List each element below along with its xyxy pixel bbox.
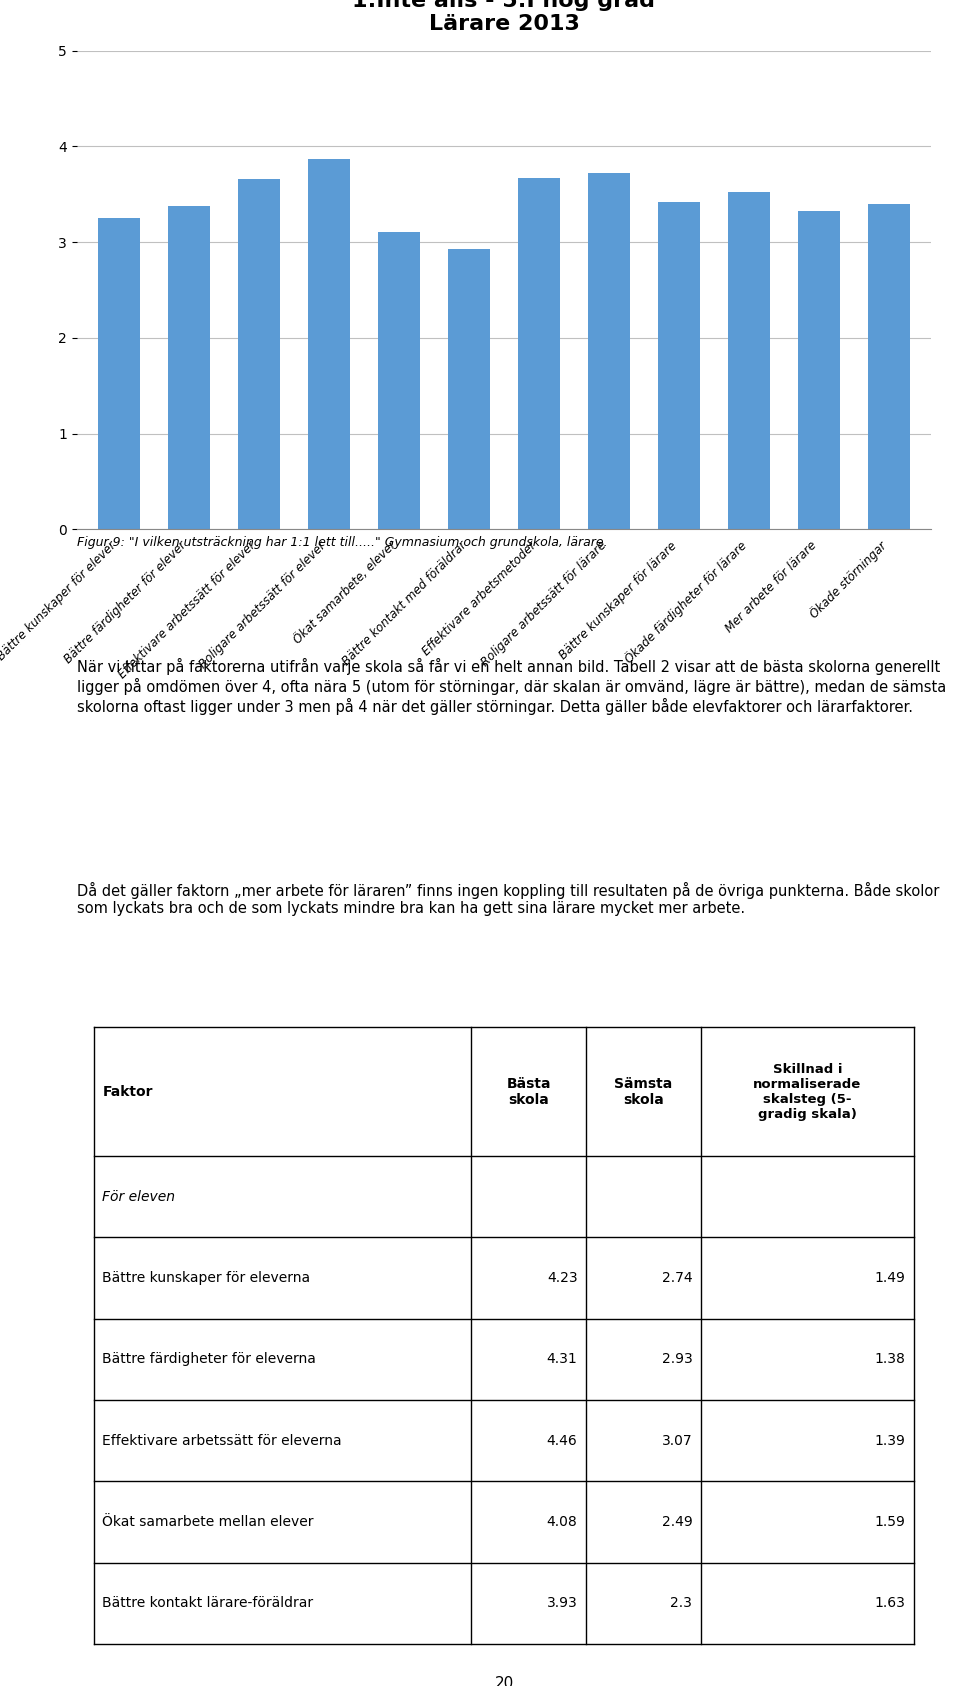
Text: Effektivare arbetssätt för eleverna: Effektivare arbetssätt för eleverna bbox=[103, 1433, 342, 1448]
Text: När vi tittar på faktorerna utifrån varje skola så får vi en helt annan bild. Ta: När vi tittar på faktorerna utifrån varj… bbox=[77, 658, 946, 715]
Text: 2.3: 2.3 bbox=[670, 1597, 692, 1610]
Bar bbox=[868, 204, 910, 529]
Text: 20: 20 bbox=[494, 1676, 514, 1686]
Bar bbox=[518, 179, 560, 529]
Text: Bättre kontakt lärare-föräldrar: Bättre kontakt lärare-föräldrar bbox=[103, 1597, 314, 1610]
Text: Då det gäller faktorn „mer arbete för läraren” finns ingen koppling till resulta: Då det gäller faktorn „mer arbete för lä… bbox=[77, 882, 939, 917]
Text: Bästa
skola: Bästa skola bbox=[506, 1077, 551, 1106]
Bar bbox=[238, 179, 280, 529]
Bar bbox=[378, 233, 420, 529]
Title: Hittills har 1:1 lett till
1:Inte alls - 5:I hög grad
Lärare 2013: Hittills har 1:1 lett till 1:Inte alls -… bbox=[352, 0, 656, 34]
Text: För eleven: För eleven bbox=[103, 1190, 176, 1204]
Text: Figur 9: "I vilken utsträckning har 1:1 lett till....." Gymnasium och grundskola: Figur 9: "I vilken utsträckning har 1:1 … bbox=[77, 536, 608, 548]
Text: 1.63: 1.63 bbox=[875, 1597, 905, 1610]
Bar bbox=[98, 217, 140, 529]
Text: 1.38: 1.38 bbox=[875, 1352, 905, 1366]
Text: 2.49: 2.49 bbox=[661, 1516, 692, 1529]
Text: 3.07: 3.07 bbox=[661, 1433, 692, 1448]
Text: 2.74: 2.74 bbox=[661, 1271, 692, 1285]
Bar bbox=[798, 211, 840, 529]
Text: 4.08: 4.08 bbox=[547, 1516, 578, 1529]
Text: Bättre kunskaper för eleverna: Bättre kunskaper för eleverna bbox=[103, 1271, 310, 1285]
Bar bbox=[448, 250, 490, 529]
Bar bbox=[308, 158, 350, 529]
Text: 1.39: 1.39 bbox=[875, 1433, 905, 1448]
Bar bbox=[658, 202, 700, 529]
Text: 2.93: 2.93 bbox=[661, 1352, 692, 1366]
Text: 3.93: 3.93 bbox=[547, 1597, 578, 1610]
Text: Skillnad i
normaliserade
skalsteg (5-
gradig skala): Skillnad i normaliserade skalsteg (5- gr… bbox=[754, 1062, 862, 1121]
Text: 4.46: 4.46 bbox=[547, 1433, 578, 1448]
Text: 1.59: 1.59 bbox=[875, 1516, 905, 1529]
Text: Sämsta
skola: Sämsta skola bbox=[614, 1077, 673, 1106]
Bar bbox=[728, 192, 770, 529]
Text: Ökat samarbete mellan elever: Ökat samarbete mellan elever bbox=[103, 1516, 314, 1529]
Bar bbox=[588, 174, 630, 529]
Bar bbox=[168, 206, 210, 529]
Text: 4.23: 4.23 bbox=[547, 1271, 578, 1285]
Text: 1.49: 1.49 bbox=[875, 1271, 905, 1285]
Text: Bättre färdigheter för eleverna: Bättre färdigheter för eleverna bbox=[103, 1352, 316, 1366]
Text: 4.31: 4.31 bbox=[547, 1352, 578, 1366]
Text: Faktor: Faktor bbox=[103, 1084, 153, 1099]
